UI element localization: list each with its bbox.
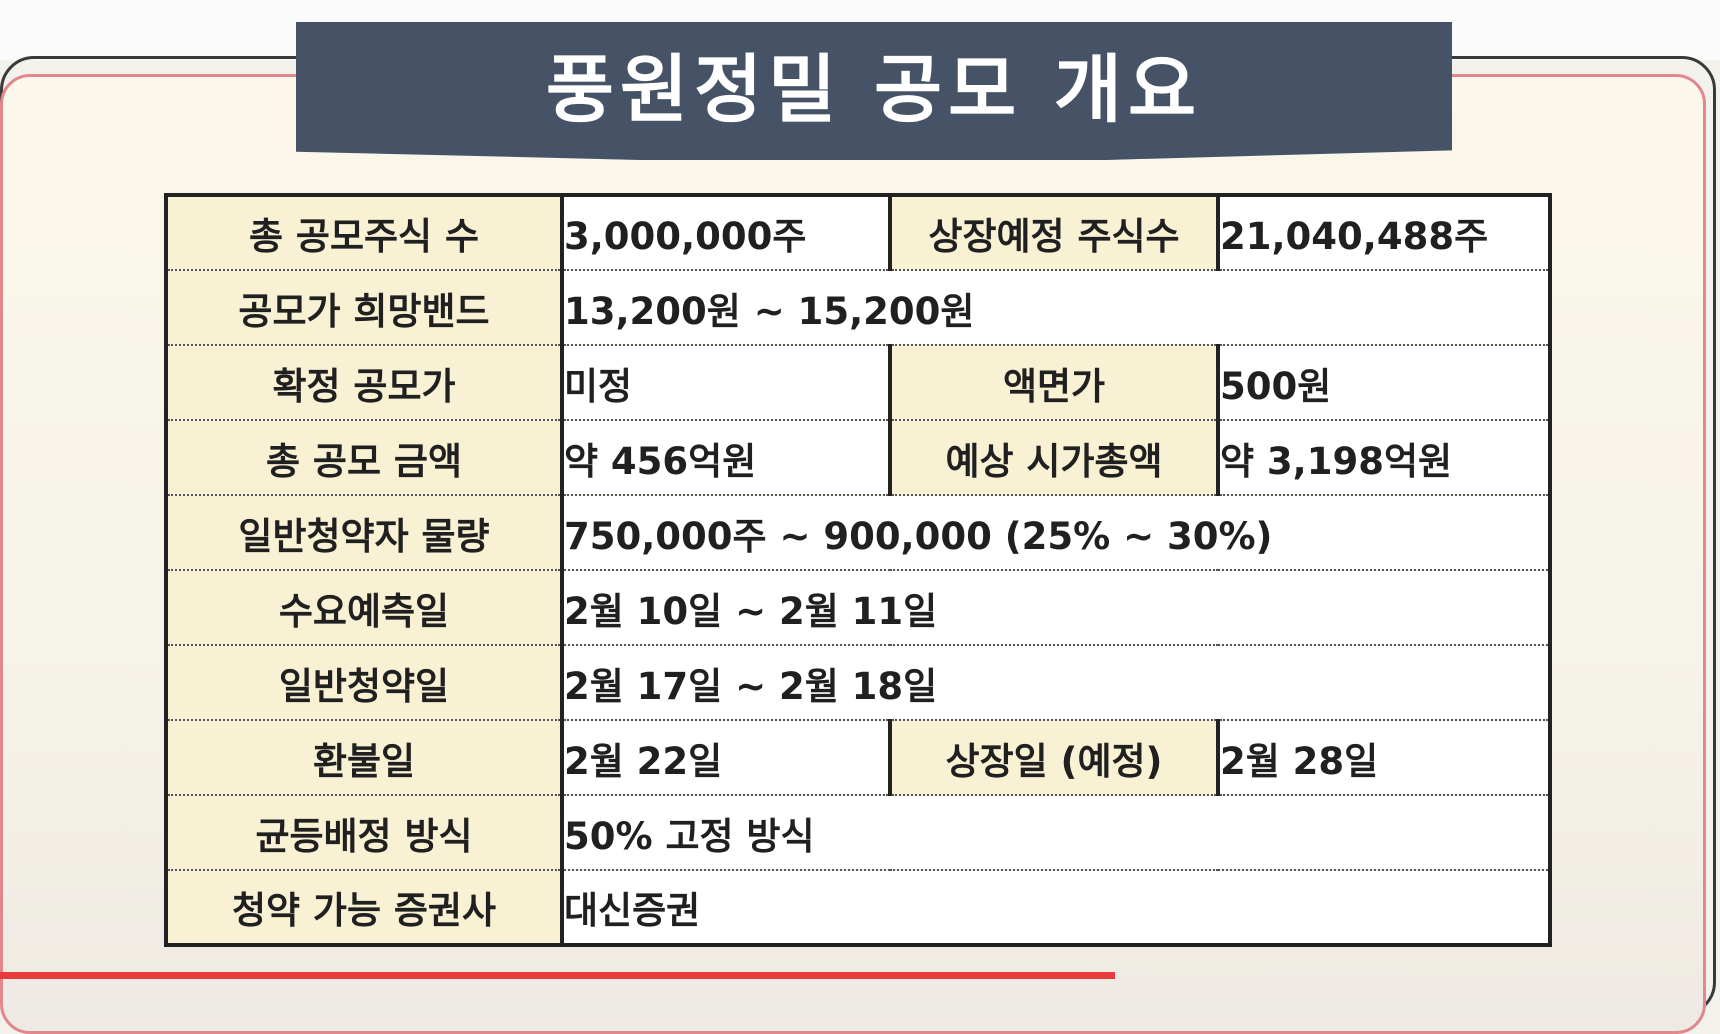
row-value-total-amount: 약 456억원: [562, 420, 890, 496]
row-label-total-shares: 총 공모주식 수: [166, 195, 564, 271]
row-value-listing-date: 2월 28일: [1218, 720, 1550, 796]
row-label-total-amount: 총 공모 금액: [166, 420, 564, 496]
row-label-par-value: 액면가: [888, 345, 1220, 421]
row-label-retail-allocation: 일반청약자 물량: [166, 495, 564, 571]
row-label-market-cap: 예상 시가총액: [888, 420, 1220, 496]
video-progress-bar[interactable]: [0, 972, 1115, 979]
table-row: 수요예측일 2월 10일 ~ 2월 11일: [166, 570, 1550, 646]
row-label-brokerage: 청약 가능 증권사: [166, 870, 564, 945]
table-row: 균등배정 방식 50% 고정 방식: [166, 795, 1550, 871]
row-label-final-price: 확정 공모가: [166, 345, 564, 421]
row-label-demand-forecast: 수요예측일: [166, 570, 564, 646]
ipo-summary-table: 총 공모주식 수 3,000,000주 상장예정 주식수 21,040,488주…: [164, 193, 1552, 947]
row-value-subscription-date: 2월 17일 ~ 2월 18일: [562, 645, 1550, 721]
row-value-retail-allocation: 750,000주 ~ 900,000 (25% ~ 30%): [562, 495, 1550, 571]
row-label-refund-date: 환불일: [166, 720, 564, 796]
row-value-total-shares: 3,000,000주: [562, 195, 890, 271]
row-value-market-cap: 약 3,198억원: [1218, 420, 1550, 496]
title-banner: 풍원정밀 공모 개요: [296, 22, 1452, 160]
row-label-subscription-date: 일반청약일: [166, 645, 564, 721]
row-value-par-value: 500원: [1218, 345, 1550, 421]
table-row: 청약 가능 증권사 대신증권: [166, 870, 1550, 945]
table-row: 확정 공모가 미정 액면가 500원: [166, 345, 1550, 421]
table-row: 공모가 희망밴드 13,200원 ~ 15,200원: [166, 270, 1550, 346]
row-value-equal-allocation: 50% 고정 방식: [562, 795, 1550, 871]
table-row: 총 공모 금액 약 456억원 예상 시가총액 약 3,198억원: [166, 420, 1550, 496]
row-value-listed-shares: 21,040,488주: [1218, 195, 1550, 271]
table-row: 환불일 2월 22일 상장일 (예정) 2월 28일: [166, 720, 1550, 796]
row-label-equal-allocation: 균등배정 방식: [166, 795, 564, 871]
row-value-demand-forecast: 2월 10일 ~ 2월 11일: [562, 570, 1550, 646]
row-value-final-price: 미정: [562, 345, 890, 421]
row-value-brokerage: 대신증권: [562, 870, 1550, 945]
row-value-price-band: 13,200원 ~ 15,200원: [562, 270, 1550, 346]
table-row: 총 공모주식 수 3,000,000주 상장예정 주식수 21,040,488주: [166, 195, 1550, 271]
row-label-price-band: 공모가 희망밴드: [166, 270, 564, 346]
row-label-listed-shares: 상장예정 주식수: [888, 195, 1220, 271]
page-title: 풍원정밀 공모 개요: [545, 46, 1203, 133]
row-label-listing-date: 상장일 (예정): [888, 720, 1220, 796]
table-row: 일반청약일 2월 17일 ~ 2월 18일: [166, 645, 1550, 721]
row-value-refund-date: 2월 22일: [562, 720, 890, 796]
table-row: 일반청약자 물량 750,000주 ~ 900,000 (25% ~ 30%): [166, 495, 1550, 571]
